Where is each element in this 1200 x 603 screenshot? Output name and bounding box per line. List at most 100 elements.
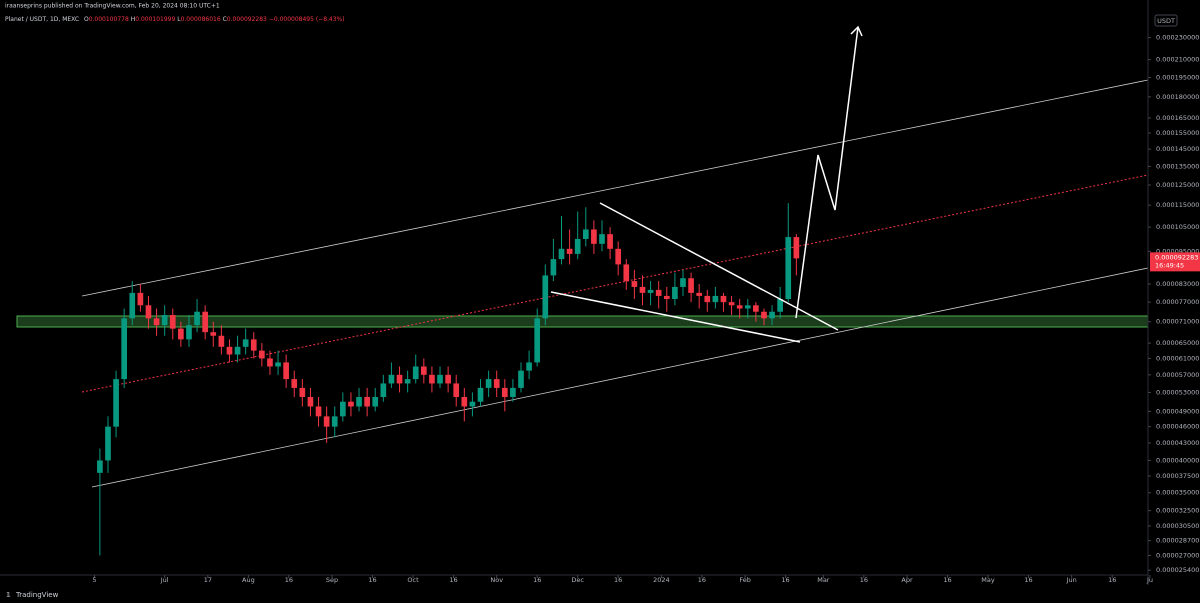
- countdown: 16:49:45: [1155, 261, 1184, 269]
- x-tick-label: 16: [449, 576, 457, 584]
- candle-body: [396, 374, 403, 384]
- candle-body: [534, 318, 541, 363]
- y-tick-label: 0.000155000: [1156, 129, 1199, 137]
- candle-body: [550, 259, 557, 276]
- candle-body: [728, 302, 735, 306]
- candle-body: [210, 332, 217, 336]
- candle-body: [259, 350, 265, 359]
- candle-body: [323, 416, 330, 427]
- candle-body: [720, 295, 727, 303]
- author-line: iraanseprins published on TradingView.co…: [5, 3, 220, 10]
- y-tick-label: 0.000195000: [1156, 74, 1199, 82]
- x-tick-label: 16: [698, 576, 706, 584]
- x-tick-label: 5: [92, 576, 96, 584]
- candle-body: [469, 401, 476, 407]
- y-tick-label: 0.000230000: [1156, 34, 1199, 42]
- x-tick-label: Apr: [901, 576, 913, 584]
- wedge-lower: [550, 291, 801, 343]
- currency: USDT: [1157, 17, 1175, 25]
- y-tick-label: 0.000180000: [1156, 93, 1199, 101]
- candle-body: [510, 387, 516, 398]
- candle-body: [477, 387, 484, 402]
- y-tick-label: 0.000065000: [1156, 339, 1199, 347]
- wedge-upper: [599, 202, 839, 331]
- y-tick-label: 0.000049000: [1156, 407, 1199, 415]
- ohlc-change: −0.000008495 (−8.43%): [269, 16, 345, 23]
- x-tick-label: 16: [943, 576, 951, 584]
- candle-body: [437, 374, 443, 384]
- candle-body: [688, 278, 694, 293]
- x-tick-label: Sep: [326, 576, 338, 584]
- candle-body: [234, 346, 241, 355]
- x-tick-label: Aug: [242, 576, 255, 584]
- candle-body: [769, 311, 775, 319]
- candle-body: [267, 358, 273, 367]
- candle-body: [501, 387, 508, 398]
- currency-box: [1154, 14, 1178, 27]
- candle-body: [250, 339, 257, 351]
- x-tick-label: 16: [285, 576, 293, 584]
- x-tick-label: 16: [1108, 576, 1116, 584]
- arrow-head: [850, 25, 863, 37]
- candle-body: [623, 264, 630, 282]
- symbol: Planet / USDT, 1D, MEXC: [5, 16, 79, 23]
- candle-body: [761, 311, 767, 319]
- ohlc-l-value: 0.000086016: [181, 16, 221, 23]
- x-tick-label: Nov: [490, 576, 503, 584]
- candle-body: [485, 379, 492, 388]
- candle-body: [356, 397, 362, 407]
- ohlc-c: C: [223, 16, 227, 23]
- x-tick-label: Jun: [1066, 576, 1077, 584]
- y-tick-label: 0.000057000: [1156, 371, 1199, 379]
- candle-body: [704, 295, 711, 303]
- candle-body: [591, 229, 597, 244]
- y-tick-label: 0.000210000: [1156, 56, 1199, 64]
- candle-body: [113, 379, 119, 427]
- y-tick-label: 0.000145000: [1156, 145, 1199, 153]
- y-tick-label: 0.000061000: [1156, 354, 1199, 362]
- brand: TradingView: [15, 591, 59, 599]
- candle-body: [793, 237, 800, 259]
- channel-upper: [81, 79, 1149, 297]
- y-tick-label: 0.000025400: [1156, 566, 1199, 574]
- y-tick-label: 0.000046000: [1156, 423, 1199, 431]
- candle-body: [663, 295, 670, 300]
- ohlc-h-value: 0.000101999: [135, 16, 175, 23]
- candle-body: [558, 248, 565, 260]
- candle-body: [299, 387, 306, 398]
- y-tick-label: 0.000077000: [1156, 298, 1199, 306]
- y-tick-label: 0.000115000: [1156, 201, 1199, 209]
- ohlc-o: O: [84, 16, 89, 23]
- y-tick-label: 0.000165000: [1156, 114, 1199, 122]
- candle-body: [372, 397, 379, 407]
- candle-body: [380, 383, 387, 398]
- candle-body: [202, 311, 208, 333]
- y-tick-label: 0.000053000: [1156, 388, 1199, 396]
- candle-body: [744, 305, 751, 309]
- candle-body: [607, 234, 613, 249]
- candle-body: [429, 374, 435, 384]
- candle-body: [712, 295, 719, 303]
- candle-body: [639, 286, 646, 293]
- x-tick-label: Jul: [160, 576, 169, 584]
- candle-body: [340, 401, 346, 417]
- candle-body: [672, 286, 678, 300]
- y-tick-label: 0.000035000: [1156, 489, 1199, 497]
- candle-body: [145, 305, 152, 319]
- candle-body: [404, 379, 411, 384]
- candle-body: [412, 366, 419, 380]
- candle-body: [615, 248, 622, 265]
- ohlc-l: L: [177, 16, 181, 23]
- y-tick-label: 0.000105000: [1156, 223, 1199, 231]
- y-tick-label: 0.000037500: [1156, 472, 1199, 480]
- candle-body: [194, 311, 200, 326]
- candle-body: [218, 335, 225, 347]
- x-tick-label: 16: [781, 576, 789, 584]
- candle-body: [137, 292, 144, 306]
- candle-body: [153, 318, 160, 326]
- candle-body: [526, 362, 532, 371]
- x-tick-label: Ju: [1146, 576, 1153, 584]
- candle-body: [364, 397, 370, 407]
- candle-body: [777, 299, 783, 312]
